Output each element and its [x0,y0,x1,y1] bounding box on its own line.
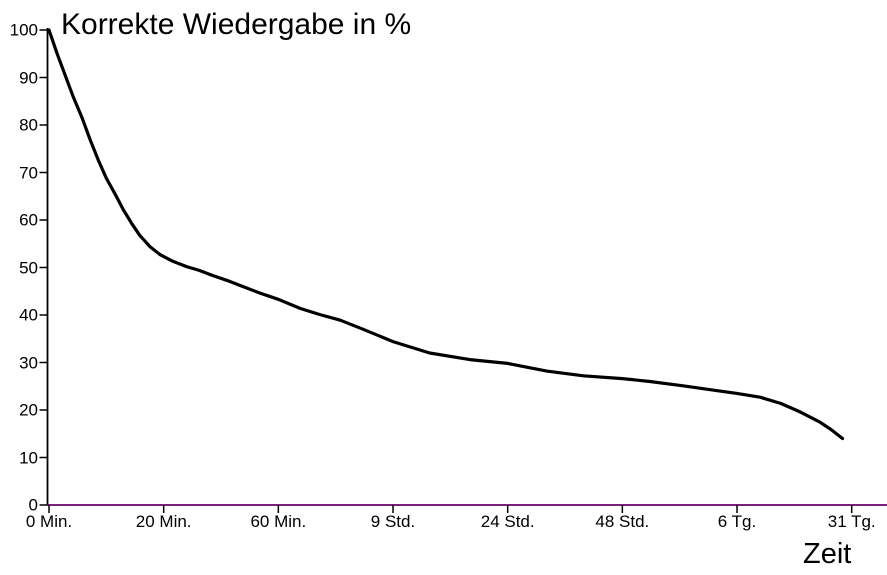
y-tick-label: 0 [28,495,38,515]
y-tick-label: 50 [19,258,38,277]
y-tick-label: 80 [19,115,38,135]
y-tick-label: 30 [19,353,38,372]
x-axis-label: Zeit [803,538,852,570]
x-tick-label: 6 Tg. [717,512,757,531]
x-tick-label: 24 Std. [480,512,535,531]
y-tick-label: 60 [19,210,38,230]
x-tick-label: 9 Std. [370,512,416,531]
x-tick-label: 48 Std. [595,512,650,531]
y-tick-label: 20 [19,400,38,420]
x-tick-label: 0 Min. [25,512,73,531]
forgetting-curve-line [47,28,845,441]
x-tick-label: 20 Min. [135,512,192,531]
y-tick-label: 70 [19,163,38,182]
y-tick-label: 100 [9,20,38,40]
chart-title: Korrekte Wiedergabe in % [61,8,412,41]
y-tick-label: 90 [19,68,38,87]
x-tick-label: 60 Min. [250,512,307,531]
y-tick-label: 40 [19,305,38,325]
y-tick-label: 10 [19,448,38,467]
x-tick-label: 31 Tg. [827,512,876,531]
